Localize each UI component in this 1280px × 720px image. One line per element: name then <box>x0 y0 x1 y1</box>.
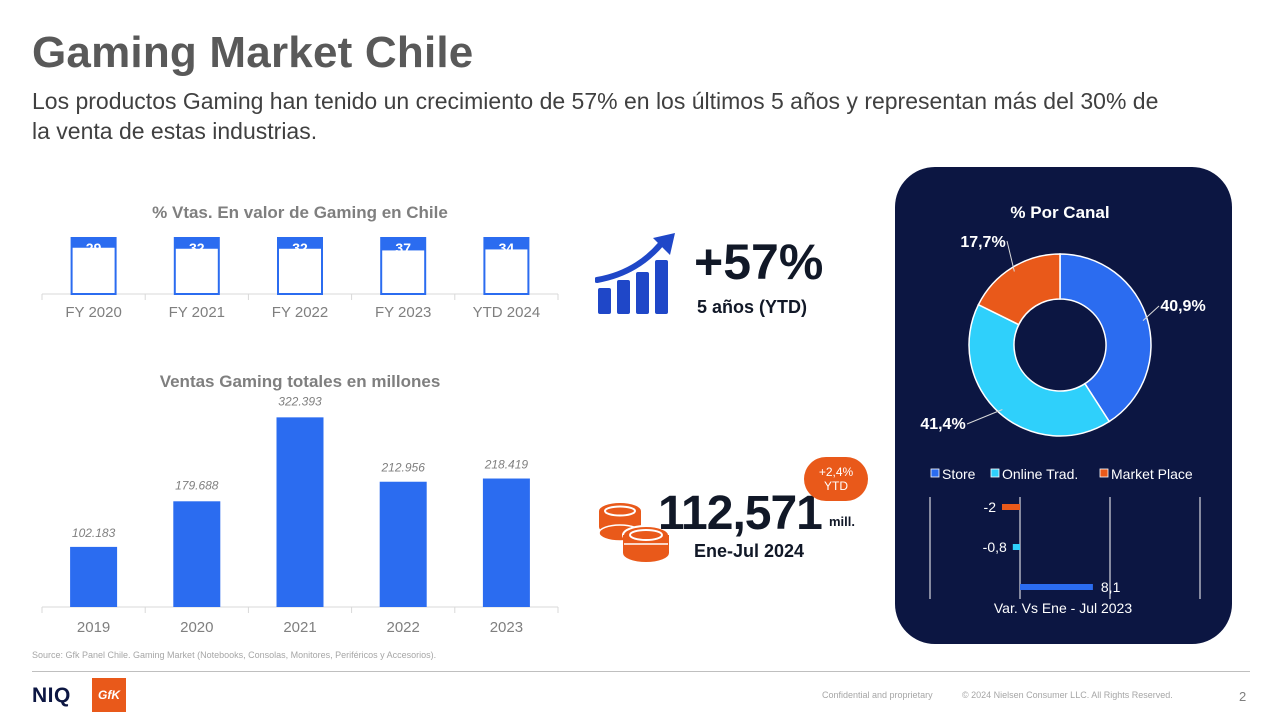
variation-axis-label: Var. Vs Ene - Jul 2023 <box>994 600 1132 616</box>
badge-label: YTD <box>824 479 848 493</box>
legend-swatch <box>930 468 940 478</box>
gfk-logo: GfK <box>92 678 126 712</box>
share-bar-fill <box>71 238 116 248</box>
sales-chart-title: Ventas Gaming totales en millones <box>159 372 441 391</box>
legend-label: Online Trad. <box>1002 466 1078 482</box>
sales-bar <box>70 546 118 607</box>
share-category-label: FY 2021 <box>169 304 225 321</box>
variation-bar <box>1020 584 1093 590</box>
share-chart: 29 32 32 37 34 FY 2020 FY 2021 FY 2022 FY 2023 Y… <box>41 237 559 321</box>
sales-category-label: 2022 <box>387 619 420 636</box>
donut-slice <box>977 253 1061 326</box>
sales-kpi-value: 112,571 <box>658 487 823 540</box>
variation-value-label: -0,8 <box>983 539 1007 555</box>
confidential-note: Confidential and proprietary <box>822 690 933 700</box>
donut-value-label: 17,7% <box>960 234 1005 251</box>
share-value-label: 37 <box>395 240 411 256</box>
donut-value-label: 40,9% <box>1160 298 1205 315</box>
sales-category-label: 2023 <box>490 619 523 636</box>
sales-category-labels: 2019 2020 2021 2022 2023 <box>77 619 523 636</box>
ytd-growth-badge: +2,4% YTD <box>804 457 868 501</box>
growth-kpi-period: 5 años (YTD) <box>697 297 808 317</box>
source-note: Source: Gfk Panel Chile. Gaming Market (… <box>32 650 437 660</box>
channel-charts: % Por Canal 40,9% 41,4% 17,7% Store Online … <box>920 203 1205 616</box>
variation-bar <box>1002 504 1020 510</box>
share-bar-fill <box>278 238 322 249</box>
variation-bar <box>1012 544 1020 550</box>
share-bars: 29 32 32 37 34 <box>70 237 530 295</box>
donut-leader-line <box>1006 240 1015 272</box>
share-category-labels: FY 2020 FY 2021 FY 2022 FY 2023 YTD 2024 <box>65 304 540 321</box>
footer-divider <box>32 671 1250 672</box>
legend-swatch <box>990 468 1000 478</box>
sales-kpi-unit: mill. <box>829 514 856 529</box>
sales-value-label: 102.183 <box>72 526 116 540</box>
share-bar-fill <box>484 238 529 250</box>
sales-value-label: 212.956 <box>381 461 426 475</box>
sales-category-label: 2020 <box>180 619 213 636</box>
growth-chart-icon <box>595 233 675 314</box>
page-subtitle: Los productos Gaming han tenido un creci… <box>32 88 1159 144</box>
share-category-label: FY 2022 <box>272 304 328 321</box>
growth-kpi-value: +57% <box>694 234 824 290</box>
legend-swatch <box>1099 468 1109 478</box>
variation-chart: -2 -0,8 8,1 <box>929 497 1201 599</box>
share-category-label: FY 2020 <box>65 304 121 321</box>
share-value-label: 32 <box>292 240 308 256</box>
donut-labels: 40,9% 41,4% 17,7% <box>920 234 1205 433</box>
variation-value-label: -2 <box>984 499 997 515</box>
sales-value-labels: 102.183 179.688 322.393 212.956 218.419 <box>72 395 529 540</box>
sales-value-label: 322.393 <box>278 395 322 408</box>
sales-category-label: 2019 <box>77 619 110 636</box>
copyright-note: © 2024 Nielsen Consumer LLC. All Rights … <box>962 690 1173 700</box>
sales-bar <box>379 481 427 607</box>
share-value-label: 32 <box>189 240 205 256</box>
share-bar-fill <box>174 238 219 249</box>
sales-axis-ticks <box>41 607 559 613</box>
niq-logo: NIQ <box>32 684 71 707</box>
legend-label: Store <box>942 466 976 482</box>
sales-value-label: 218.419 <box>484 458 529 472</box>
donut-leader-line <box>1142 305 1160 321</box>
donut-leader-line <box>966 409 1003 425</box>
variation-value-label: 8,1 <box>1101 579 1121 595</box>
donut-value-label: 41,4% <box>920 416 965 433</box>
share-value-label: 34 <box>499 240 515 256</box>
share-axis-ticks <box>41 294 559 300</box>
share-chart-title: % Vtas. En valor de Gaming en Chile <box>152 203 448 222</box>
channel-donut <box>968 253 1152 437</box>
sales-chart: 102.183 179.688 322.393 212.956 218.419 2019… <box>41 395 559 636</box>
sales-bar <box>482 478 530 607</box>
donut-slice <box>1059 253 1152 423</box>
coins-icon <box>598 503 670 562</box>
share-bar-fill <box>381 238 426 251</box>
share-value-label: 29 <box>86 240 102 256</box>
donut-slice <box>968 303 1111 437</box>
donut-title: % Por Canal <box>1010 203 1109 222</box>
page-number: 2 <box>1239 689 1247 704</box>
channel-legend: Store Online Trad. Market Place <box>930 466 1193 482</box>
sales-kpi-period: Ene-Jul 2024 <box>694 541 805 561</box>
sales-bar <box>173 501 221 607</box>
share-category-label: YTD 2024 <box>473 304 541 321</box>
sales-value-label: 179.688 <box>175 478 219 492</box>
sales-category-label: 2021 <box>283 619 316 636</box>
badge-value: +2,4% <box>818 465 854 479</box>
sales-bars <box>70 417 530 607</box>
legend-label: Market Place <box>1111 466 1193 482</box>
page-title: Gaming Market Chile <box>32 28 474 77</box>
share-category-label: FY 2023 <box>375 304 431 321</box>
sales-bar <box>276 417 324 607</box>
